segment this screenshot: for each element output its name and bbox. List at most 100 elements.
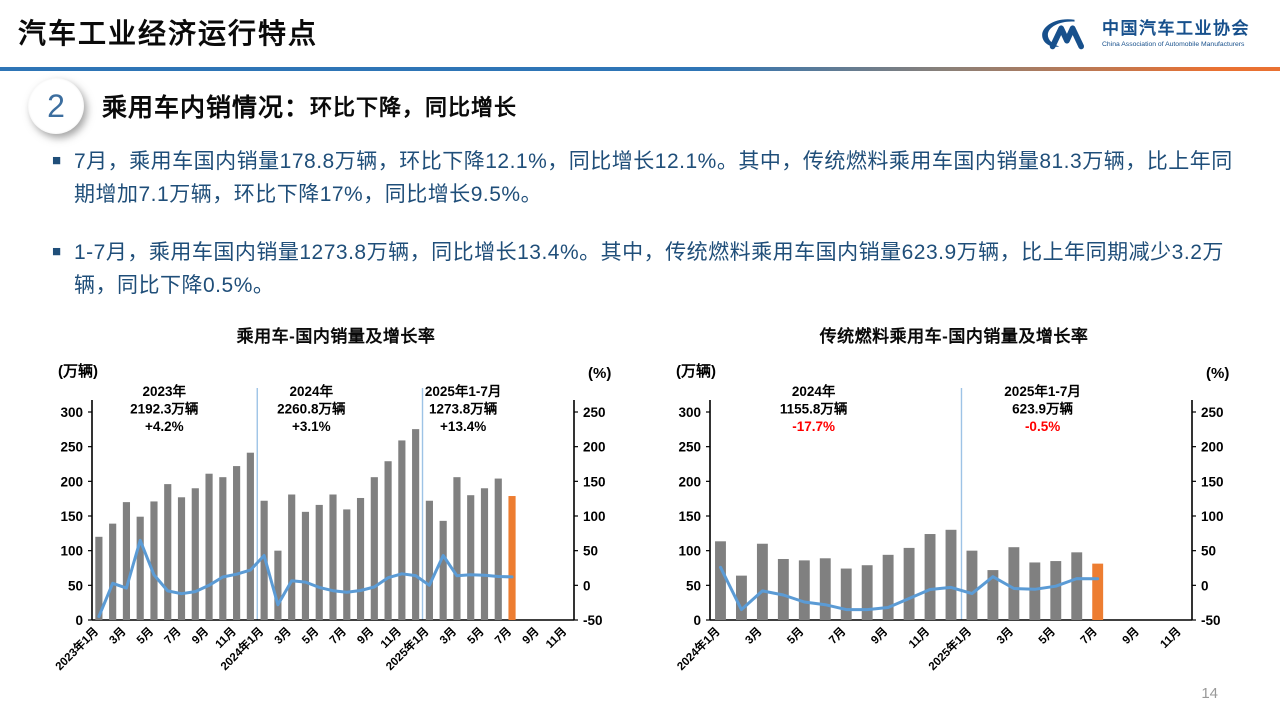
- svg-text:11月: 11月: [213, 625, 239, 651]
- svg-text:-17.7%: -17.7%: [792, 419, 835, 434]
- svg-text:5月: 5月: [299, 625, 321, 647]
- svg-text:5月: 5月: [465, 625, 487, 647]
- svg-text:7月: 7月: [162, 625, 184, 647]
- svg-text:3月: 3月: [437, 625, 459, 647]
- svg-text:50: 50: [68, 578, 83, 593]
- svg-text:11月: 11月: [378, 625, 404, 651]
- svg-text:+13.4%: +13.4%: [440, 419, 486, 434]
- svg-text:3月: 3月: [272, 625, 294, 647]
- bullet-square-icon: [52, 149, 62, 172]
- svg-text:+4.2%: +4.2%: [145, 419, 184, 434]
- chart1-title: 乘用车-国内销量及增长率: [236, 327, 436, 346]
- svg-text:5月: 5月: [134, 625, 156, 647]
- svg-text:-50: -50: [1201, 613, 1221, 628]
- chart2-title: 传统燃料乘用车-国内销量及增长率: [819, 327, 1089, 346]
- svg-text:3月: 3月: [107, 625, 129, 647]
- chart-passenger-cars: 乘用车-国内销量及增长率 (万辆) (%) 300 250 200 150 100 50 0 25…: [30, 322, 642, 697]
- chart-svg: (万辆) (%) 300 250 200 150 100 50 0 250 200 150 100 50 0…: [52, 362, 611, 673]
- page-title: 汽车工业经济运行特点: [18, 18, 319, 49]
- svg-text:2260.8万辆: 2260.8万辆: [277, 401, 346, 417]
- svg-text:50: 50: [583, 544, 598, 559]
- svg-text:7月: 7月: [492, 625, 514, 647]
- svg-text:2025年1月: 2025年1月: [925, 624, 974, 673]
- header-divider: [0, 67, 1280, 71]
- svg-text:200: 200: [1201, 440, 1224, 455]
- svg-text:250: 250: [678, 440, 701, 455]
- svg-text:2025年1-7月: 2025年1-7月: [425, 383, 502, 399]
- bullet-text-1: 7月，乘用车国内销量178.8万辆，环比下降12.1%，同比增长12.1%。其中…: [74, 150, 1233, 206]
- svg-text:2024年1月: 2024年1月: [674, 624, 723, 673]
- caam-logo-icon: [1042, 19, 1085, 50]
- svg-text:100: 100: [1201, 509, 1224, 524]
- bullet-list: 7月，乘用车国内销量178.8万辆，环比下降12.1%，同比增长12.1%。其中…: [52, 146, 1242, 328]
- svg-text:11月: 11月: [543, 625, 569, 651]
- svg-text:623.9万辆: 623.9万辆: [1012, 401, 1073, 417]
- svg-text:9月: 9月: [868, 625, 890, 647]
- svg-text:(万辆): (万辆): [58, 362, 98, 380]
- chart1-plot: (万辆) (%) 300 250 200 150 100 50 0 250 200 150 100 50 0…: [30, 352, 642, 697]
- svg-text:9月: 9月: [520, 625, 542, 647]
- svg-text:0: 0: [75, 613, 83, 628]
- svg-text:(万辆): (万辆): [676, 362, 716, 380]
- section-subtitle: 环比下降，同比增长: [310, 95, 518, 120]
- svg-text:-50: -50: [583, 613, 603, 628]
- page-number: 14: [1201, 685, 1218, 702]
- svg-text:5月: 5月: [785, 625, 807, 647]
- svg-text:100: 100: [678, 544, 701, 559]
- svg-text:200: 200: [678, 474, 701, 489]
- svg-text:1155.8万辆: 1155.8万辆: [780, 401, 848, 417]
- svg-text:+3.1%: +3.1%: [292, 419, 331, 434]
- svg-text:2023年1月: 2023年1月: [52, 624, 101, 673]
- svg-text:250: 250: [583, 405, 606, 420]
- logo-name-cn: 中国汽车工业协会: [1102, 18, 1250, 38]
- svg-text:1273.8万辆: 1273.8万辆: [429, 401, 498, 417]
- svg-text:200: 200: [60, 474, 83, 489]
- svg-text:-0.5%: -0.5%: [1025, 419, 1060, 434]
- svg-text:0: 0: [1201, 578, 1209, 593]
- chart-traditional-fuel: 传统燃料乘用车-国内销量及增长率 (万辆) (%) 300 250 200 150 100 5…: [648, 322, 1260, 697]
- svg-text:7月: 7月: [327, 625, 349, 647]
- svg-text:300: 300: [60, 405, 83, 420]
- svg-text:9月: 9月: [189, 625, 211, 647]
- svg-text:2192.3万辆: 2192.3万辆: [130, 401, 199, 417]
- chart2-plot: (万辆) (%) 300 250 200 150 100 50 0 250 200 150 100 50 0…: [648, 352, 1260, 697]
- svg-text:0: 0: [693, 613, 701, 628]
- svg-text:50: 50: [686, 578, 701, 593]
- charts-row: 乘用车-国内销量及增长率 (万辆) (%) 300 250 200 150 100 50 0 25…: [0, 322, 1280, 697]
- svg-text:2023年: 2023年: [143, 383, 187, 399]
- bullet-square-icon: [52, 240, 62, 263]
- svg-text:7月: 7月: [826, 625, 848, 647]
- svg-text:2024年: 2024年: [290, 383, 334, 399]
- svg-text:250: 250: [60, 440, 83, 455]
- svg-text:150: 150: [678, 509, 701, 524]
- section-number-badge: 2: [28, 78, 84, 134]
- svg-text:5月: 5月: [1036, 625, 1058, 647]
- logo-name-en: China Association of Automobile Manufact…: [1102, 40, 1245, 48]
- svg-text:9月: 9月: [1120, 625, 1142, 647]
- org-logo: 中国汽车工业协会 China Association of Automobile…: [1036, 14, 1250, 54]
- svg-text:150: 150: [583, 474, 606, 489]
- svg-text:150: 150: [60, 509, 83, 524]
- chart-svg: (万辆) (%) 300 250 200 150 100 50 0 250 200 150 100 50 0…: [674, 362, 1230, 673]
- logo-text: 中国汽车工业协会 China Association of Automobile…: [1102, 18, 1250, 48]
- svg-text:250: 250: [1201, 405, 1224, 420]
- svg-text:50: 50: [1201, 544, 1216, 559]
- svg-text:3月: 3月: [994, 625, 1016, 647]
- svg-text:150: 150: [1201, 474, 1224, 489]
- svg-text:100: 100: [60, 544, 83, 559]
- bullet-item-1: 7月，乘用车国内销量178.8万辆，环比下降12.1%，同比增长12.1%。其中…: [52, 146, 1242, 211]
- svg-text:11月: 11月: [906, 625, 932, 651]
- svg-text:200: 200: [583, 440, 606, 455]
- svg-text:300: 300: [678, 405, 701, 420]
- svg-text:2025年1-7月: 2025年1-7月: [1004, 383, 1081, 399]
- svg-text:(%): (%): [1206, 365, 1229, 382]
- svg-text:2024年: 2024年: [792, 383, 836, 399]
- svg-text:3月: 3月: [743, 625, 765, 647]
- section-heading: 2 乘用车内销情况： 环比下降，同比增长: [28, 78, 517, 134]
- svg-text:9月: 9月: [355, 625, 377, 647]
- svg-text:(%): (%): [588, 365, 611, 382]
- svg-text:0: 0: [583, 578, 591, 593]
- bullet-item-2: 1-7月，乘用车国内销量1273.8万辆，同比增长13.4%。其中，传统燃料乘用…: [52, 237, 1242, 302]
- section-title: 乘用车内销情况：: [102, 94, 311, 122]
